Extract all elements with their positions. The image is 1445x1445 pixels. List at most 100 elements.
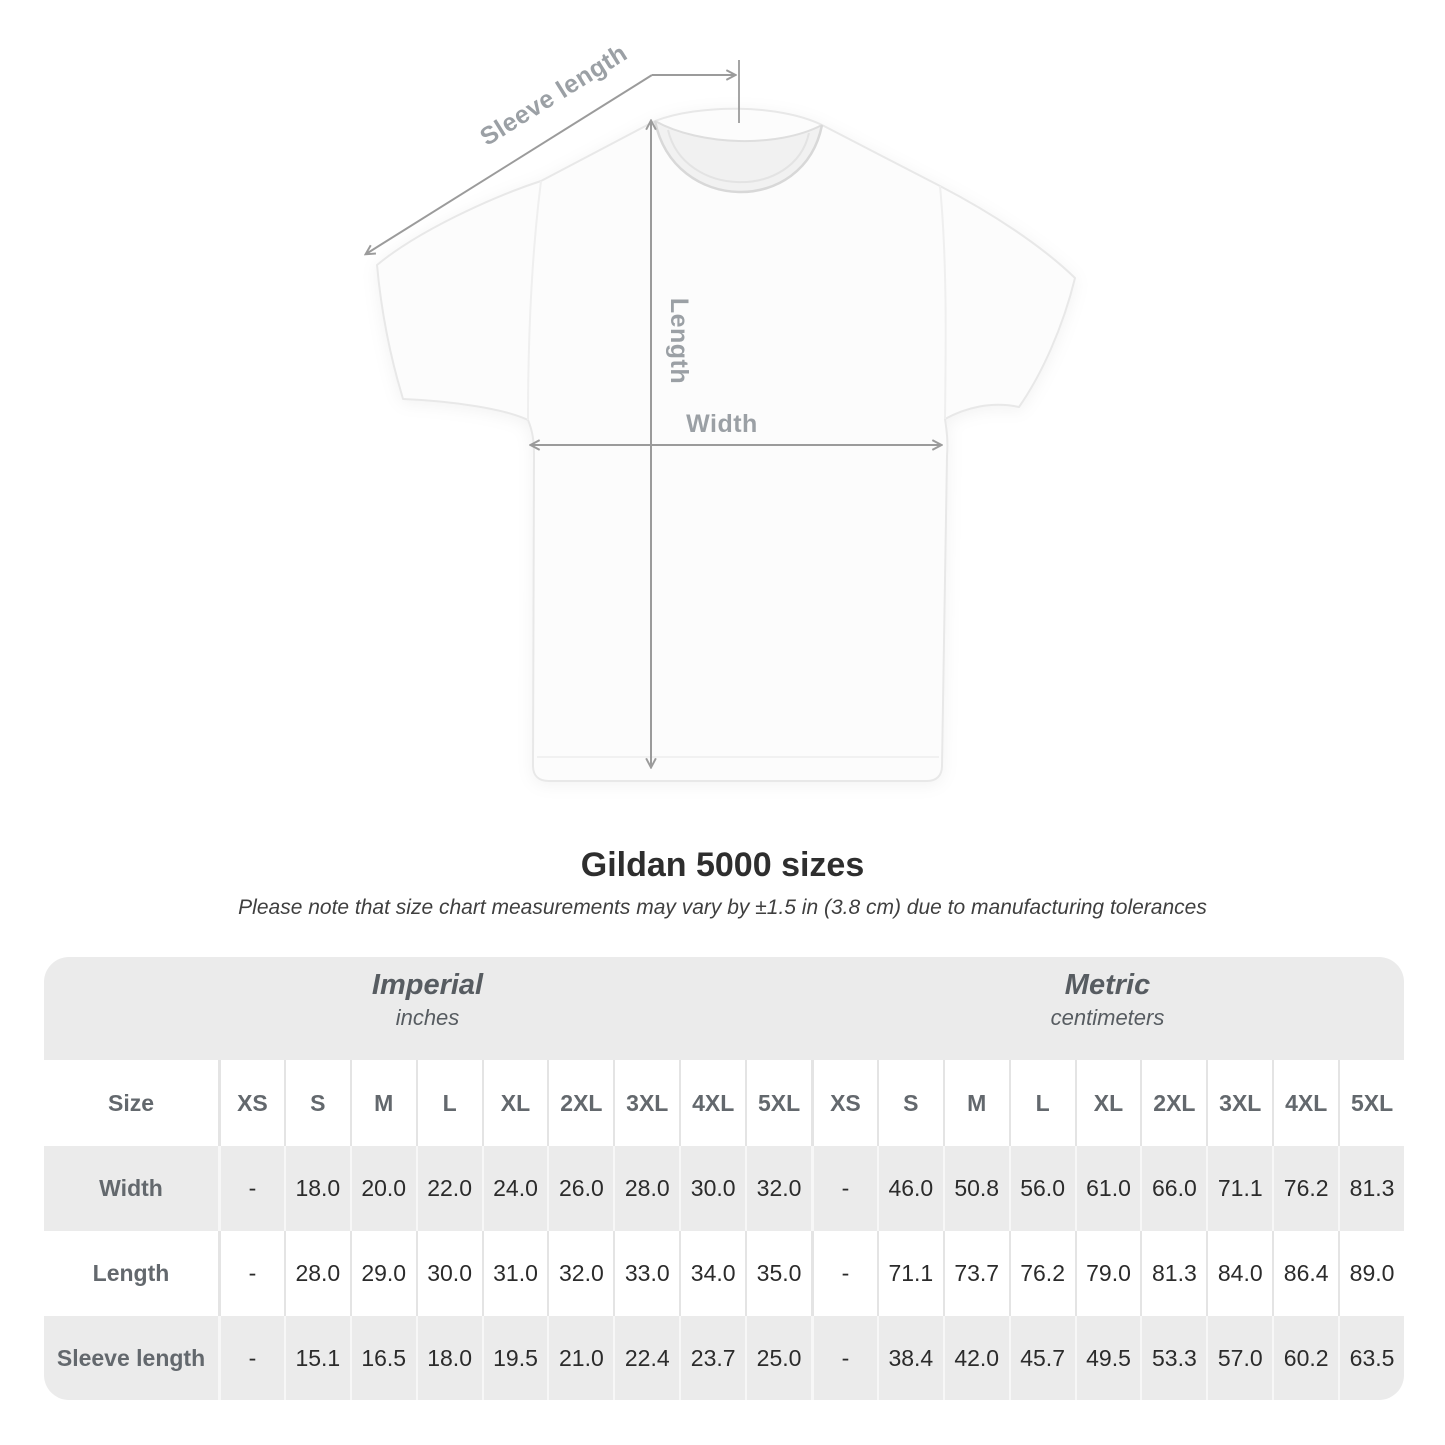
metric-value-cell: 45.7 <box>1008 1316 1075 1400</box>
imperial-unit-header: Imperial inches <box>44 957 811 1060</box>
tshirt-measurement-diagram: Sleeve length Length Width <box>0 39 1076 782</box>
table-row: Length -28.0 29.0 30.0 31.0 32.0 33.0 34.0 35.0-… <box>44 1231 1404 1316</box>
imperial-value-cell: 31.0 <box>481 1231 548 1316</box>
table-unit-band: Imperial inches Metric centimeters <box>44 957 1404 1060</box>
size-column-header: XS <box>218 1060 284 1146</box>
metric-unit: centimeters <box>1050 1005 1165 1030</box>
sleeve-length-label: Sleeve length <box>475 39 632 152</box>
imperial-value-cell: 15.1 <box>283 1316 350 1400</box>
metric-value-cell: 66.0 <box>1140 1146 1206 1231</box>
imperial-unit: inches <box>395 1005 460 1030</box>
metric-value-cell: - <box>810 1231 877 1316</box>
tolerance-note: Please note that size chart measurements… <box>238 896 1207 919</box>
sleeve-length-arrow <box>366 74 653 254</box>
size-column-header: 4XL <box>1272 1060 1338 1146</box>
imperial-value-cell: 21.0 <box>547 1316 613 1400</box>
metric-value-cell: 57.0 <box>1206 1316 1272 1400</box>
imperial-value-cell: 32.0 <box>547 1231 613 1316</box>
size-column-header: S <box>876 1060 943 1146</box>
imperial-value-cell: 18.0 <box>283 1146 350 1231</box>
size-header-label: Size <box>107 1089 155 1116</box>
metric-value-cell: 61.0 <box>1074 1146 1141 1231</box>
metric-value-cell: 86.4 <box>1272 1231 1338 1316</box>
size-column-header: 4XL <box>679 1060 745 1146</box>
metric-value-cell: 60.2 <box>1272 1316 1338 1400</box>
metric-value-cell: 71.1 <box>1206 1146 1272 1231</box>
size-column-header: M <box>349 1060 416 1146</box>
size-column-header: 3XL <box>1206 1060 1272 1146</box>
metric-title: Metric <box>1064 969 1151 1001</box>
metric-value-cell: 50.8 <box>942 1146 1009 1231</box>
metric-value-cell: 63.5 <box>1338 1316 1404 1400</box>
imperial-value-cell: 28.0 <box>613 1146 679 1231</box>
imperial-value-cell: 22.0 <box>415 1146 482 1231</box>
tshirt-collar-back-edge <box>654 120 823 142</box>
size-column-header: 2XL <box>1140 1060 1206 1146</box>
imperial-value-cell: 24.0 <box>481 1146 548 1231</box>
measurement-arrows <box>366 60 941 767</box>
metric-value-cell: 42.0 <box>942 1316 1009 1400</box>
metric-value-cell: 38.4 <box>876 1316 943 1400</box>
size-header-row: Size XS S M L XL 2XL 3XL 4XL 5XL XS S M L XL 2XL 3XL 4XL 5… <box>44 1060 1404 1146</box>
imperial-value-cell: 23.7 <box>679 1316 745 1400</box>
size-column-header: L <box>1008 1060 1075 1146</box>
imperial-value-cell: 22.4 <box>613 1316 679 1400</box>
size-table: Imperial inches Metric centimeters Size X… <box>44 957 1404 1400</box>
imperial-value-cell: 18.0 <box>415 1316 482 1400</box>
imperial-value-cell: 19.5 <box>481 1316 548 1400</box>
metric-unit-header: Metric centimeters <box>811 957 1404 1060</box>
size-column-header: XS <box>810 1060 877 1146</box>
imperial-value-cell: 25.0 <box>745 1316 811 1400</box>
metric-value-cell: 71.1 <box>876 1231 943 1316</box>
metric-value-cell: 76.2 <box>1272 1146 1338 1231</box>
size-column-header: 5XL <box>745 1060 811 1146</box>
metric-value-cell: - <box>810 1316 877 1400</box>
imperial-value-cell: 28.0 <box>283 1231 350 1316</box>
metric-value-cell: 49.5 <box>1074 1316 1141 1400</box>
row-label: Width <box>99 1175 163 1201</box>
tshirt-right-sleeve-seam <box>939 185 947 420</box>
width-label: Width <box>686 410 758 438</box>
row-label: Sleeve length <box>56 1345 206 1371</box>
metric-value-cell: 81.3 <box>1338 1146 1404 1231</box>
size-table-rows: Size XS S M L XL 2XL 3XL 4XL 5XL XS S M L XL 2XL 3XL 4XL 5… <box>44 1060 1404 1400</box>
size-column-header: S <box>283 1060 350 1146</box>
imperial-value-cell: 32.0 <box>745 1146 811 1231</box>
size-column-header: 3XL <box>613 1060 679 1146</box>
size-column-header: L <box>415 1060 482 1146</box>
tshirt-left-sleeve-seam <box>527 180 542 421</box>
imperial-value-cell: 30.0 <box>679 1146 745 1231</box>
imperial-value-cell: - <box>218 1231 284 1316</box>
metric-value-cell: 46.0 <box>876 1146 943 1231</box>
row-label: Length <box>92 1260 170 1286</box>
imperial-value-cell: 16.5 <box>349 1316 416 1400</box>
page-title: Gildan 5000 sizes <box>580 846 865 884</box>
size-column-header: XL <box>1074 1060 1141 1146</box>
metric-value-cell: 76.2 <box>1008 1231 1075 1316</box>
metric-value-cell: 56.0 <box>1008 1146 1075 1231</box>
imperial-value-cell: 30.0 <box>415 1231 482 1316</box>
metric-value-cell: 53.3 <box>1140 1316 1206 1400</box>
size-column-header: XL <box>481 1060 548 1146</box>
imperial-value-cell: 26.0 <box>547 1146 613 1231</box>
metric-value-cell: 81.3 <box>1140 1231 1206 1316</box>
metric-value-cell: 73.7 <box>942 1231 1009 1316</box>
table-row: Width -18.0 20.0 22.0 24.0 26.0 28.0 30.0 32.0-4… <box>44 1146 1404 1231</box>
imperial-value-cell: 29.0 <box>349 1231 416 1316</box>
tshirt-collar-stitch <box>667 129 810 184</box>
size-column-header: 5XL <box>1338 1060 1404 1146</box>
table-row: Sleeve length -15.1 16.5 18.0 19.5 21.0 22.4 23… <box>44 1316 1404 1400</box>
metric-value-cell: 84.0 <box>1206 1231 1272 1316</box>
imperial-value-cell: - <box>218 1146 284 1231</box>
imperial-value-cell: - <box>218 1316 284 1400</box>
tshirt-collar-front-edge <box>653 120 824 194</box>
imperial-value-cell: 35.0 <box>745 1231 811 1316</box>
size-column-header: M <box>942 1060 1009 1146</box>
imperial-value-cell: 20.0 <box>349 1146 416 1231</box>
metric-value-cell: - <box>810 1146 877 1231</box>
imperial-value-cell: 33.0 <box>613 1231 679 1316</box>
metric-value-cell: 79.0 <box>1074 1231 1141 1316</box>
size-column-header: 2XL <box>547 1060 613 1146</box>
length-label: Length <box>665 298 693 384</box>
